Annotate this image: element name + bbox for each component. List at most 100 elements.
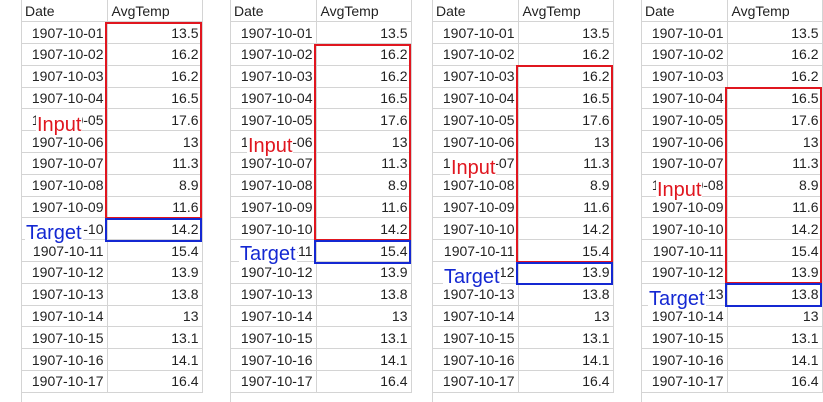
date-cell[interactable]: 1907-10-04 (230, 87, 317, 110)
date-cell[interactable]: 1907-10-03 (21, 65, 108, 88)
date-cell[interactable]: 1907-10-01 (641, 21, 728, 45)
date-cell[interactable]: 1907-10-13 (432, 283, 519, 306)
date-cell[interactable]: 1907-10-15 (432, 326, 519, 350)
date-cell[interactable]: 1907-10-09 (21, 196, 108, 219)
avgtemp-cell[interactable]: 13 (316, 130, 412, 154)
avgtemp-cell[interactable]: 14.2 (518, 217, 614, 241)
avgtemp-cell[interactable]: 13.5 (316, 21, 412, 45)
avgtemp-cell[interactable]: 13 (727, 130, 823, 154)
avgtemp-cell[interactable]: 13 (107, 130, 203, 154)
date-cell[interactable]: 1907-10-06 (21, 130, 108, 154)
date-cell[interactable]: 1907-10-03 (641, 65, 728, 88)
date-cell[interactable]: 1907-10-10 (641, 217, 728, 241)
avgtemp-cell[interactable]: 15.4 (107, 239, 203, 263)
date-cell[interactable]: 1907-10-06 (432, 130, 519, 154)
date-cell[interactable]: 1907-10-16 (432, 348, 519, 372)
avgtemp-cell[interactable]: 11.6 (316, 196, 412, 219)
avgtemp-cell[interactable]: 16.2 (316, 65, 412, 88)
avgtemp-cell[interactable]: 13.9 (518, 261, 614, 284)
avgtemp-cell[interactable]: 11.3 (518, 152, 614, 175)
date-cell[interactable]: 1907-10-16 (641, 348, 728, 372)
date-cell[interactable]: 1907-10-03 (230, 65, 317, 88)
avgtemp-cell[interactable]: 16.2 (107, 43, 203, 66)
avgtemp-cell[interactable]: 11.3 (107, 152, 203, 175)
header-date[interactable]: Date (230, 0, 317, 23)
avgtemp-cell[interactable]: 8.9 (518, 174, 614, 197)
date-cell[interactable]: 1907-10-02 (432, 43, 519, 66)
avgtemp-cell[interactable]: 13.8 (316, 283, 412, 306)
date-cell[interactable]: 1907-10-05 (230, 108, 317, 132)
header-date[interactable]: Date (641, 0, 728, 23)
avgtemp-cell[interactable]: 16.4 (107, 370, 203, 393)
avgtemp-cell[interactable]: 15.4 (727, 239, 823, 263)
date-cell[interactable]: 1907-10-01 (230, 21, 317, 45)
avgtemp-cell[interactable]: 16.2 (316, 43, 412, 66)
avgtemp-cell[interactable]: 8.9 (727, 174, 823, 197)
avgtemp-cell[interactable]: 17.6 (518, 108, 614, 132)
date-cell[interactable]: 1907-10-16 (230, 348, 317, 372)
date-cell[interactable]: 1907-10-12 (641, 261, 728, 284)
avgtemp-cell[interactable]: 15.4 (518, 239, 614, 263)
avgtemp-cell[interactable]: 11.6 (518, 196, 614, 219)
avgtemp-cell[interactable]: 13.9 (727, 261, 823, 284)
avgtemp-cell[interactable]: 13.5 (107, 21, 203, 45)
date-cell[interactable]: 1907-10-08 (230, 174, 317, 197)
avgtemp-cell[interactable]: 16.4 (727, 370, 823, 393)
date-cell[interactable]: 1907-10-07 (230, 152, 317, 175)
avgtemp-cell[interactable]: 14.2 (107, 217, 203, 241)
date-cell[interactable]: 1907-10-02 (641, 43, 728, 66)
date-cell[interactable]: 1907-10-15 (641, 326, 728, 350)
date-cell[interactable]: 1907-10-02 (230, 43, 317, 66)
date-cell[interactable]: 1907-10-06 (641, 130, 728, 154)
date-cell[interactable]: 1907-10-08 (21, 174, 108, 197)
date-cell[interactable]: 1907-10-04 (21, 87, 108, 110)
date-cell[interactable]: 1907-10-15 (230, 326, 317, 350)
avgtemp-cell[interactable]: 16.5 (107, 87, 203, 110)
date-cell[interactable]: 1907-10-10 (230, 217, 317, 241)
date-cell[interactable]: 1907-10-01 (21, 21, 108, 45)
avgtemp-cell[interactable]: 16.2 (518, 65, 614, 88)
date-cell[interactable]: 1907-10-17 (641, 370, 728, 393)
date-cell[interactable]: 1907-10-12 (230, 261, 317, 284)
avgtemp-cell[interactable]: 16.2 (518, 43, 614, 66)
avgtemp-cell[interactable]: 8.9 (107, 174, 203, 197)
date-cell[interactable]: 1907-10-13 (230, 283, 317, 306)
avgtemp-cell[interactable]: 13 (316, 305, 412, 328)
date-cell[interactable]: 1907-10-09 (230, 196, 317, 219)
avgtemp-cell[interactable]: 13.8 (518, 283, 614, 306)
avgtemp-cell[interactable]: 13.9 (107, 261, 203, 284)
date-cell[interactable]: 1907-10-10 (432, 217, 519, 241)
date-cell[interactable]: 1907-10-11 (21, 239, 108, 263)
date-cell[interactable]: 1907-10-16 (21, 348, 108, 372)
avgtemp-cell[interactable]: 13.1 (518, 326, 614, 350)
date-cell[interactable]: 1907-10-11 (432, 239, 519, 263)
avgtemp-cell[interactable]: 11.3 (316, 152, 412, 175)
avgtemp-cell[interactable]: 13 (518, 305, 614, 328)
avgtemp-cell[interactable]: 13.5 (727, 21, 823, 45)
avgtemp-cell[interactable]: 14.1 (727, 348, 823, 372)
header-date[interactable]: Date (21, 0, 108, 23)
avgtemp-cell[interactable]: 16.2 (107, 65, 203, 88)
avgtemp-cell[interactable]: 15.4 (316, 239, 412, 263)
avgtemp-cell[interactable]: 16.2 (727, 43, 823, 66)
avgtemp-cell[interactable]: 13.8 (727, 283, 823, 306)
avgtemp-cell[interactable]: 17.6 (107, 108, 203, 132)
date-cell[interactable]: 1907-10-01 (432, 21, 519, 45)
header-avgtemp[interactable]: AvgTemp (316, 0, 412, 23)
date-cell[interactable]: 1907-10-14 (21, 305, 108, 328)
date-cell[interactable]: 1907-10-05 (432, 108, 519, 132)
date-cell[interactable]: 1907-10-14 (641, 305, 728, 328)
avgtemp-cell[interactable]: 16.5 (518, 87, 614, 110)
date-cell[interactable]: 1907-10-14 (432, 305, 519, 328)
avgtemp-cell[interactable]: 17.6 (316, 108, 412, 132)
avgtemp-cell[interactable]: 11.6 (107, 196, 203, 219)
date-cell[interactable]: 1907-10-17 (230, 370, 317, 393)
date-cell[interactable]: 1907-10-04 (641, 87, 728, 110)
header-avgtemp[interactable]: AvgTemp (107, 0, 203, 23)
avgtemp-cell[interactable]: 13.1 (727, 326, 823, 350)
avgtemp-cell[interactable]: 13.8 (107, 283, 203, 306)
avgtemp-cell[interactable]: 16.4 (316, 370, 412, 393)
avgtemp-cell[interactable]: 13.9 (316, 261, 412, 284)
avgtemp-cell[interactable]: 17.6 (727, 108, 823, 132)
header-avgtemp[interactable]: AvgTemp (518, 0, 614, 23)
